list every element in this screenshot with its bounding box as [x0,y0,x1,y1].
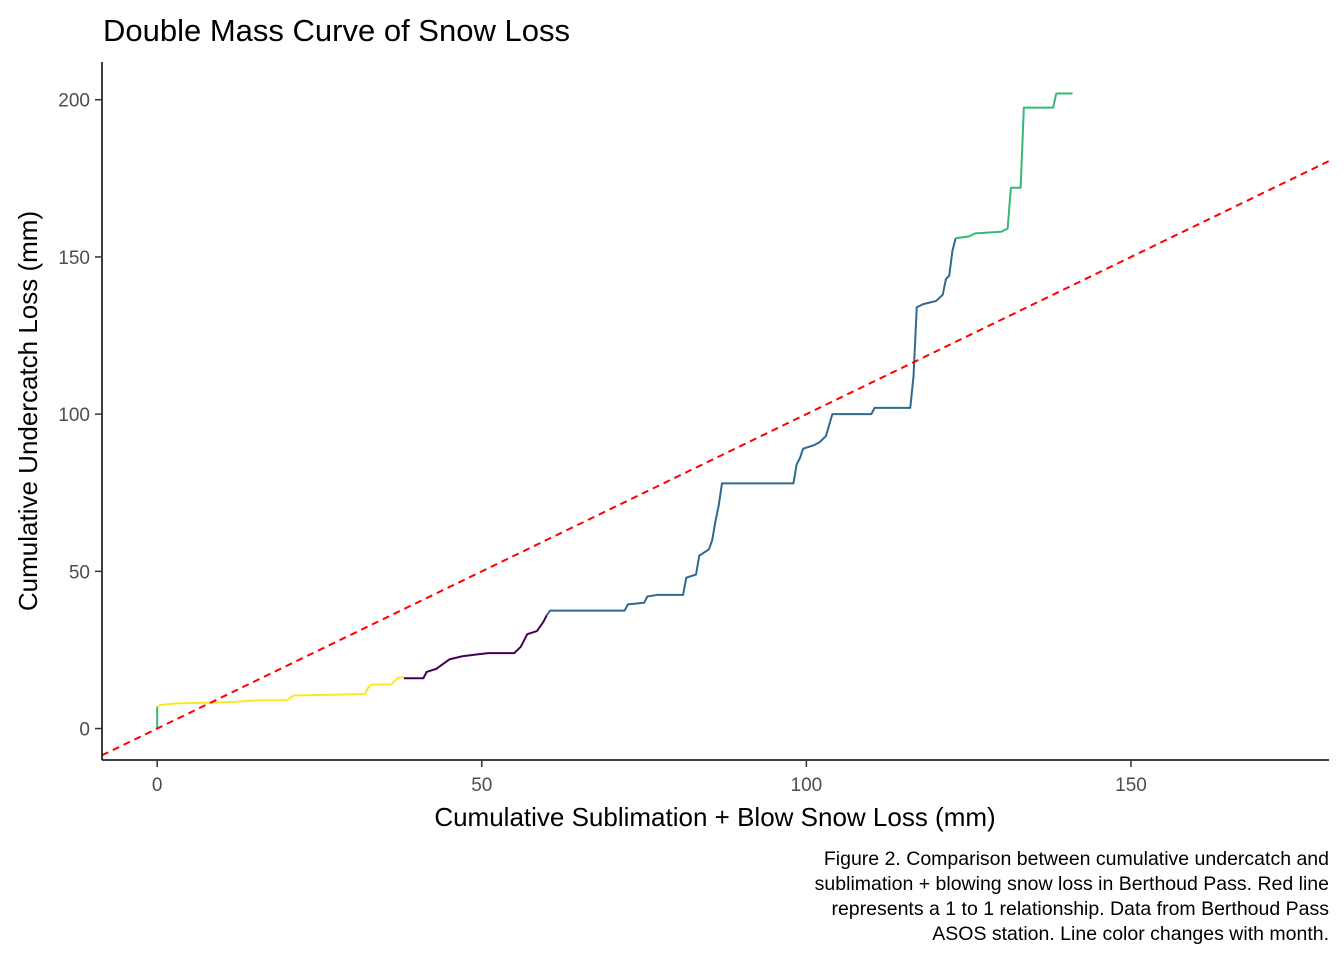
y-tick-label: 200 [58,91,90,112]
x-tick-label: 150 [1115,775,1147,796]
caption-line: ASOS station. Line color changes with mo… [932,923,1329,945]
caption-line: sublimation + blowing snow loss in Berth… [815,873,1329,895]
series-line-5 [955,92,1073,240]
series-line-3 [403,614,548,680]
caption-line: represents a 1 to 1 relationship. Data f… [831,898,1329,920]
x-tick-label: 100 [791,775,823,796]
x-tick-label: 50 [471,775,492,796]
series-line-4 [545,237,957,616]
x-axis-title: Cumulative Sublimation + Blow Snow Loss … [434,802,995,832]
y-axis-title: Cumulative Undercatch Loss (mm) [13,211,43,611]
chart-title: Double Mass Curve of Snow Loss [103,13,570,48]
caption-line: Figure 2. Comparison between cumulative … [824,848,1329,870]
y-tick-label: 150 [58,248,90,269]
y-tick-label: 100 [58,405,90,426]
figure-caption: Figure 2. Comparison between cumulative … [815,848,1330,945]
y-axis-ticks: 0 50 100 150 200 [58,91,102,741]
series-line-2 [156,675,405,708]
x-axis-ticks: 0 50 100 150 [152,760,1147,796]
plot-area [102,92,1329,757]
x-tick-label: 0 [152,775,163,796]
one-to-one-reference-line [102,160,1329,757]
y-tick-label: 50 [69,562,90,583]
y-tick-label: 0 [79,720,90,741]
